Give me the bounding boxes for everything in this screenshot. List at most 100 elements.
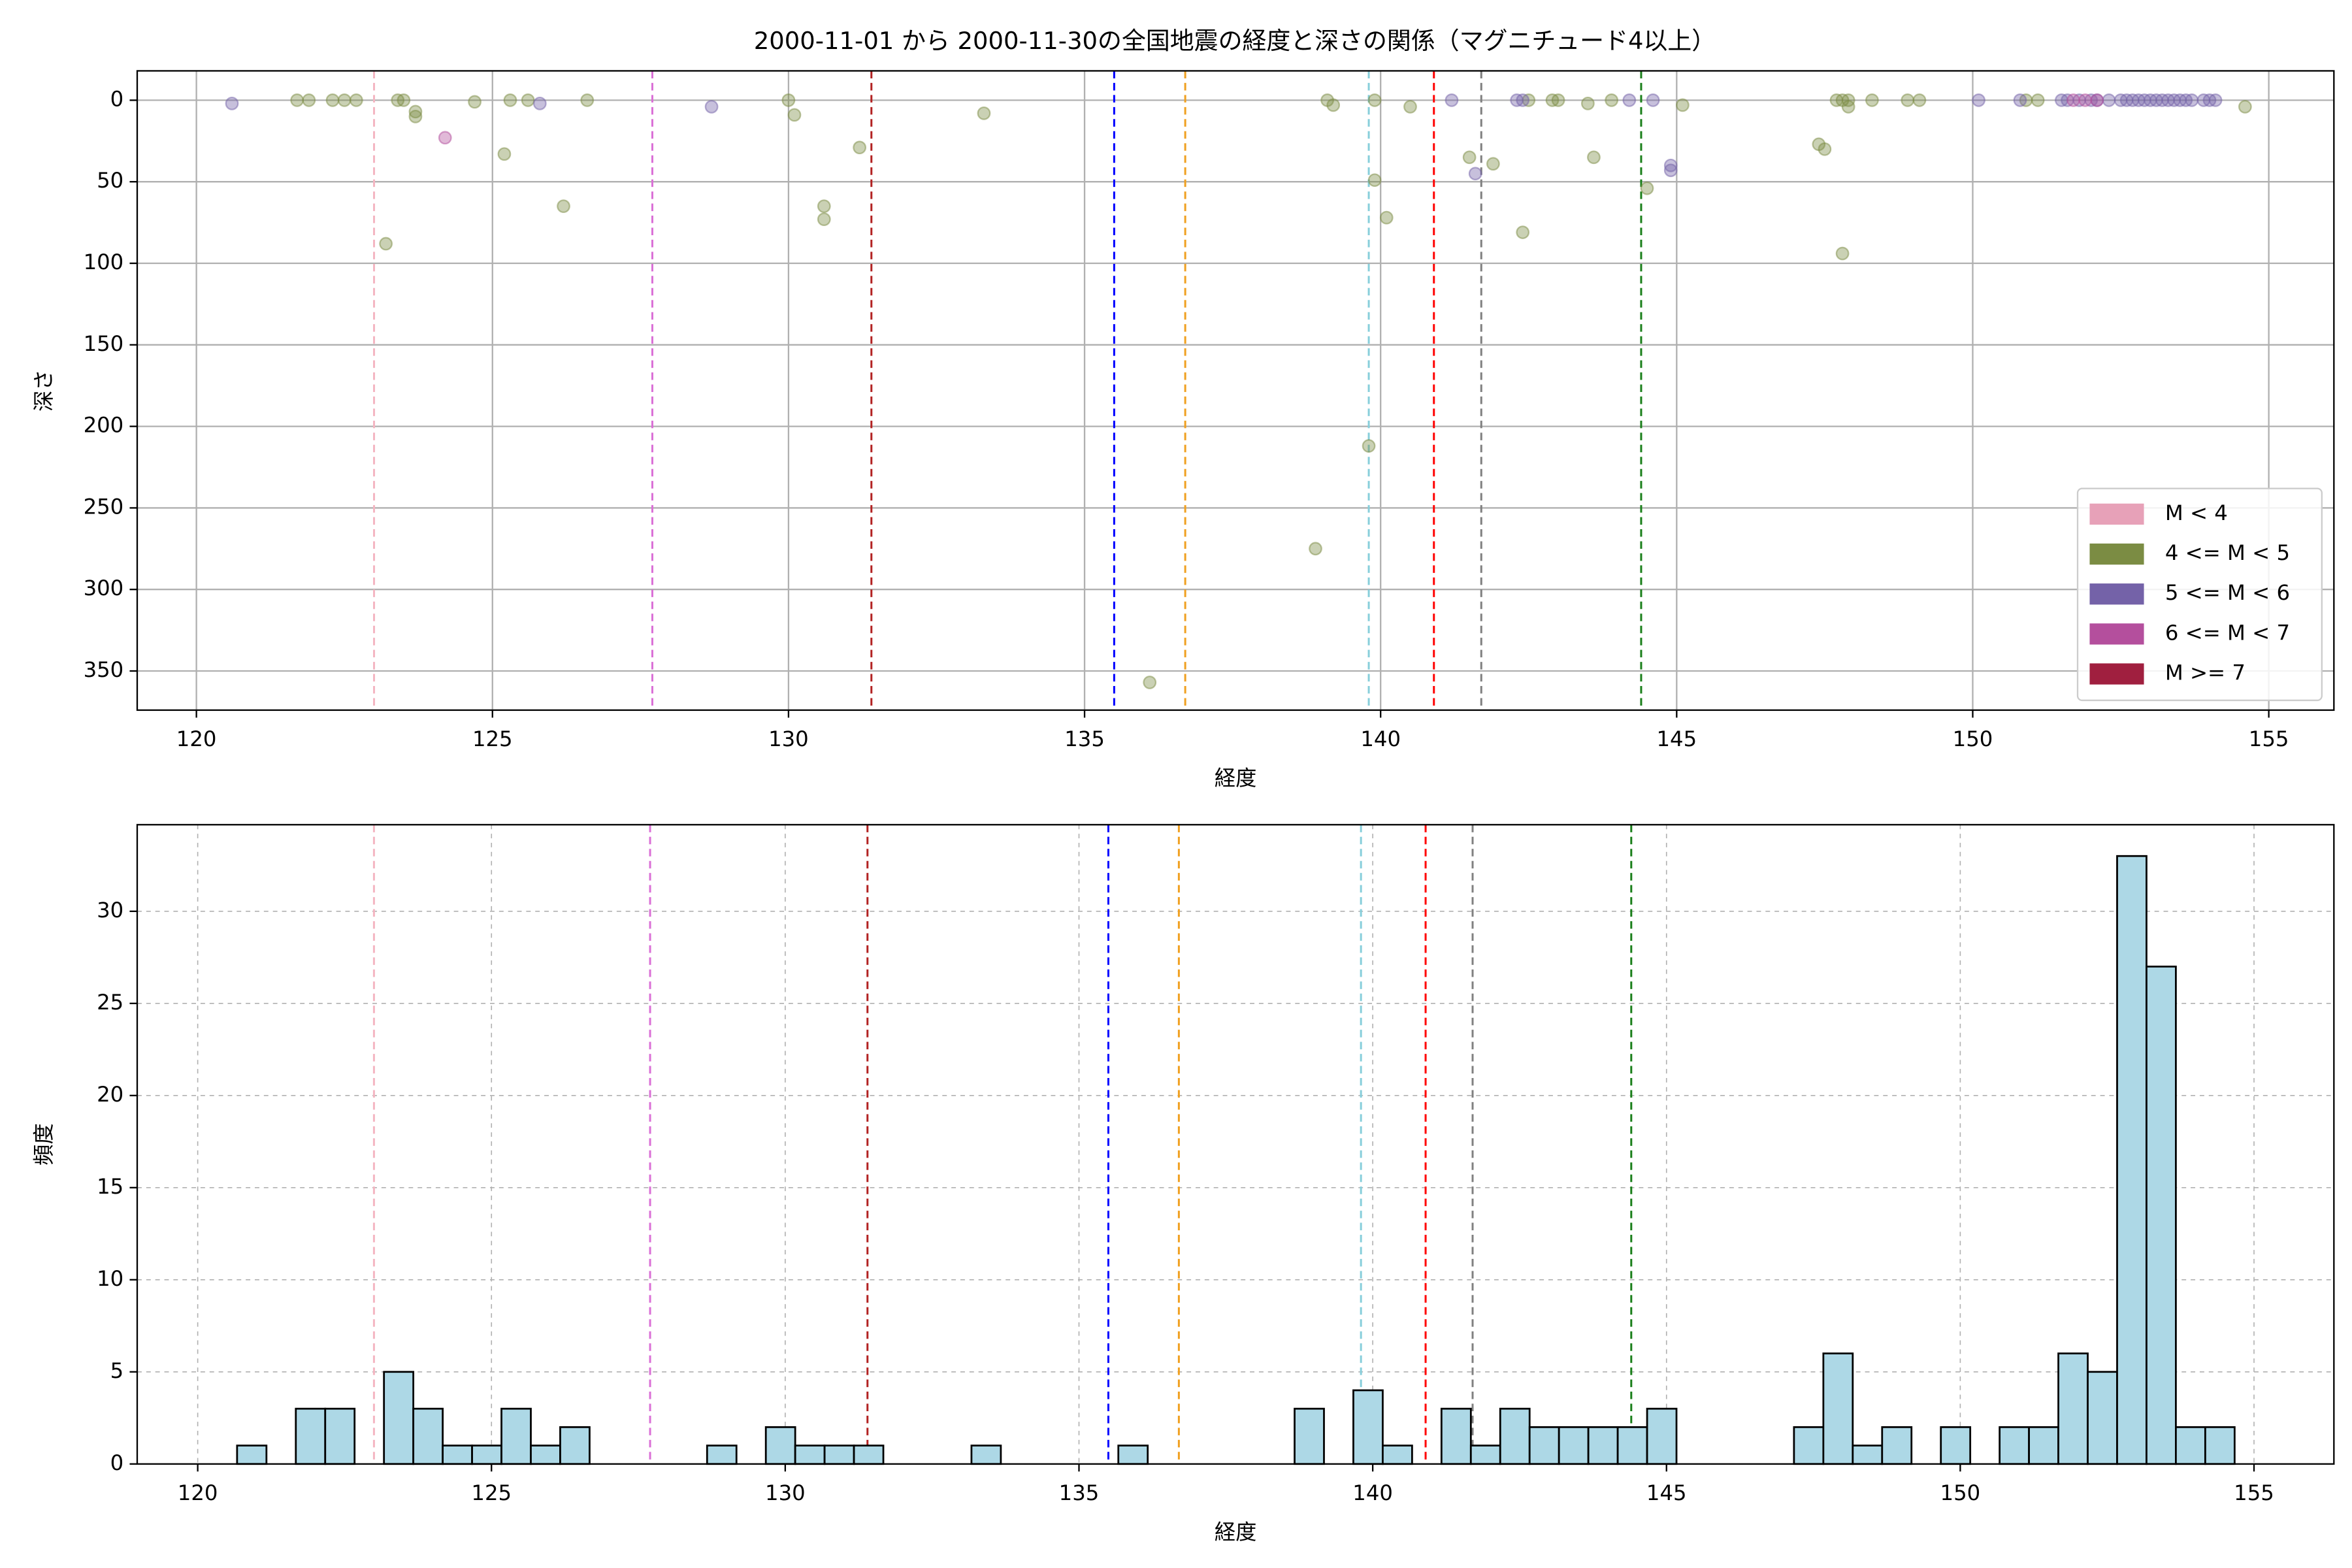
scatter-point [1646,93,1660,107]
x-axis-label: 経度 [1215,1520,1257,1544]
histogram-bar [706,1445,738,1465]
histogram-bar [2146,966,2177,1465]
histogram-bar [2116,855,2148,1465]
scatter-point [817,212,831,226]
scatter-point [1587,150,1601,165]
scatter-point [2208,93,2223,107]
y-tick-label: 30 [97,898,123,923]
histogram-bar [530,1445,561,1465]
x-axis-label: 経度 [1215,766,1257,791]
histogram-bar [1117,1445,1149,1465]
scatter-point [337,93,351,107]
scatter-point [1462,150,1477,165]
scatter-point [557,199,570,214]
y-tick-label: 200 [84,413,124,438]
scatter-point [1326,98,1341,112]
x-tick-label: 150 [1940,1480,1981,1505]
scatter-point [302,93,316,107]
histogram-bar [1352,1389,1384,1465]
histogram-bar [2175,1426,2206,1465]
histogram-bar [1558,1426,1590,1465]
legend-swatch [2089,543,2144,565]
legend-label: M < 4 [2165,500,2228,525]
histogram-bar [1852,1445,1884,1465]
y-tick-label: 150 [84,331,124,356]
histogram-bar [1587,1426,1619,1465]
scatter-point [379,237,393,251]
y-tick-label: 20 [97,1082,123,1107]
x-tick-label: 120 [178,1480,218,1505]
y-tick-label: 100 [84,250,124,274]
histogram-bar [383,1371,415,1465]
histogram-bar [1294,1407,1325,1465]
histogram-bar [471,1445,502,1465]
histogram-bar [1646,1407,1678,1465]
scatter-point [1581,96,1595,110]
histogram-bar [1999,1426,2030,1465]
histogram-bar [1499,1407,1531,1465]
scatter-point [2013,93,2027,107]
scatter-point [408,109,423,123]
histogram-bar [2204,1426,2236,1465]
scatter-point [532,96,547,110]
scatter-point [349,93,363,107]
x-tick-label: 130 [765,1480,806,1505]
scatter-point [1367,93,1382,107]
scatter-point [781,93,796,107]
scatter-point [468,95,482,109]
histogram-bar [764,1426,796,1465]
x-tick-label: 135 [1059,1480,1100,1505]
y-tick-label: 350 [84,657,124,682]
legend-label: M >= 7 [2165,661,2246,685]
scatter-point [1605,93,1619,107]
y-tick-label: 0 [110,1450,124,1475]
scatter-point [2031,93,2045,107]
histogram-bar [1528,1426,1560,1465]
x-tick-label: 120 [176,727,217,751]
y-tick-label: 5 [110,1358,124,1383]
histogram-bar [2057,1352,2089,1465]
x-tick-label: 145 [1657,727,1697,751]
histogram-bar [1793,1426,1825,1465]
legend-swatch [2089,623,2144,645]
x-tick-label: 150 [1953,727,1993,751]
legend-label: 5 <= M < 6 [2165,580,2290,605]
scatter-point [1551,93,1565,107]
x-tick-label: 145 [1646,1480,1687,1505]
legend-label: 4 <= M < 5 [2165,540,2290,565]
scatter-point [1841,99,1855,114]
scatter-point [787,108,802,122]
histogram-bar [2028,1426,2059,1465]
scatter-point [977,106,991,120]
histogram-bar [1440,1407,1472,1465]
scatter-point [2078,93,2093,107]
scatter-point [2090,93,2104,107]
scatter-point [497,147,512,161]
x-tick-label: 135 [1064,727,1105,751]
scatter-point [817,199,831,214]
scatter-point [325,93,340,107]
histogram-bar [500,1407,532,1465]
chart-title: 2000-11-01 から 2000-11-30の全国地震の経度と深さの関係（マ… [754,27,1716,55]
scatter-point [1367,173,1382,188]
scatter-point [1972,93,1985,107]
scatter-point [1468,167,1482,181]
legend-swatch [2089,583,2144,605]
scatter-point [408,105,423,119]
scatter-point [1835,246,1850,261]
scatter-point [1865,93,1879,107]
y-tick-label: 250 [84,494,124,519]
x-tick-label: 155 [2249,727,2289,751]
scatter-point [2238,99,2252,114]
legend-swatch [2089,663,2144,685]
plot-frame [136,70,2335,711]
scatter-point [225,96,239,110]
histogram-bar [1881,1426,1913,1465]
histogram-bar [295,1407,327,1465]
scatter-point [1912,93,1927,107]
x-tick-label: 155 [2234,1480,2274,1505]
scatter-point [1818,142,1832,156]
y-tick-label: 50 [97,168,123,193]
